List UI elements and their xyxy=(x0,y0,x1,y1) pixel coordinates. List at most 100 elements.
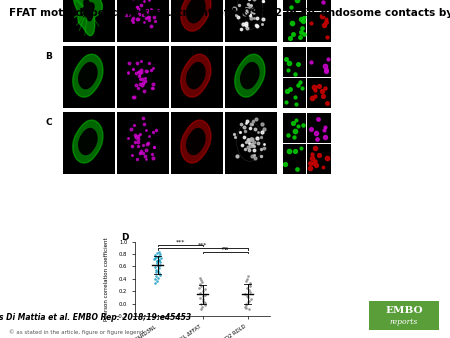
Point xyxy=(242,278,249,283)
Point xyxy=(134,133,141,139)
Point xyxy=(247,296,254,301)
Point xyxy=(246,141,253,146)
Point xyxy=(291,148,298,154)
Point xyxy=(231,6,238,11)
Point xyxy=(152,127,159,132)
Point xyxy=(259,17,266,22)
Point xyxy=(307,21,315,26)
Point xyxy=(149,81,156,87)
Point xyxy=(252,117,259,122)
Y-axis label: Pearson correlation coefficient: Pearson correlation coefficient xyxy=(104,237,109,321)
Point xyxy=(257,154,265,159)
Point xyxy=(258,130,265,135)
Point xyxy=(197,275,204,280)
Point xyxy=(157,256,164,261)
Point xyxy=(292,71,299,77)
Text: C: C xyxy=(45,118,52,127)
Point xyxy=(321,23,328,28)
Point xyxy=(248,2,255,8)
Text: reports: reports xyxy=(390,317,418,325)
Point xyxy=(260,127,267,132)
Point xyxy=(134,86,141,91)
Point xyxy=(255,129,262,135)
Point xyxy=(312,93,319,99)
Point xyxy=(294,82,302,88)
Point xyxy=(149,155,157,161)
Point xyxy=(144,141,152,146)
Point xyxy=(135,143,142,148)
Point xyxy=(249,6,256,12)
Point xyxy=(202,303,209,308)
Point xyxy=(242,128,249,134)
Point xyxy=(133,4,140,10)
Point xyxy=(129,66,136,72)
Point xyxy=(199,305,206,310)
Point xyxy=(288,21,296,26)
Point xyxy=(238,121,245,126)
Polygon shape xyxy=(181,0,211,31)
Point xyxy=(142,68,149,73)
Point xyxy=(145,60,153,66)
Point xyxy=(134,61,141,66)
Point xyxy=(130,122,137,128)
Point xyxy=(248,137,256,142)
Point xyxy=(135,136,142,142)
Point xyxy=(285,61,292,66)
Point xyxy=(130,94,137,100)
Point xyxy=(137,76,144,82)
Point xyxy=(312,163,319,168)
Point xyxy=(244,10,251,15)
Point xyxy=(134,16,141,22)
Point xyxy=(250,10,257,16)
Point xyxy=(242,5,249,11)
Point xyxy=(323,17,330,22)
Point xyxy=(324,34,331,40)
Point xyxy=(242,304,249,310)
Point xyxy=(154,259,161,264)
Point xyxy=(156,272,163,277)
Point xyxy=(252,22,260,27)
Point xyxy=(243,7,251,12)
Point xyxy=(142,15,149,21)
Point xyxy=(142,75,149,81)
Point xyxy=(138,2,145,8)
Point xyxy=(154,7,161,13)
Point xyxy=(131,132,139,137)
Point xyxy=(284,68,291,73)
Point xyxy=(259,0,266,3)
Point xyxy=(246,3,253,9)
Text: Thomas Di Mattia et al. EMBO Rep. 2018;19:e45453: Thomas Di Mattia et al. EMBO Rep. 2018;1… xyxy=(0,313,192,322)
Point xyxy=(308,151,315,156)
Point xyxy=(248,121,255,126)
Point xyxy=(202,287,209,292)
Text: B: B xyxy=(45,52,52,61)
Point xyxy=(243,305,250,311)
Point xyxy=(241,11,248,17)
Point xyxy=(297,29,304,34)
Point xyxy=(248,15,255,20)
Point xyxy=(151,255,158,261)
Point xyxy=(132,134,140,140)
Point xyxy=(199,289,207,294)
Point xyxy=(310,84,318,90)
Point xyxy=(245,295,252,300)
Point xyxy=(247,137,254,142)
Point xyxy=(198,301,205,307)
Point xyxy=(130,94,138,100)
Point xyxy=(130,19,137,25)
Point xyxy=(153,269,160,275)
Point xyxy=(247,13,254,18)
Point xyxy=(245,1,252,6)
Point xyxy=(245,137,252,143)
Point xyxy=(134,139,141,144)
Point xyxy=(291,128,298,134)
Text: © as stated in the article, figure or figure legend: © as stated in the article, figure or fi… xyxy=(9,330,144,335)
Point xyxy=(323,20,330,25)
Point xyxy=(149,86,157,91)
Point xyxy=(258,146,265,151)
Point xyxy=(140,12,147,18)
Point xyxy=(299,18,306,23)
Point xyxy=(151,252,158,258)
Polygon shape xyxy=(73,120,103,163)
Point xyxy=(282,161,289,167)
